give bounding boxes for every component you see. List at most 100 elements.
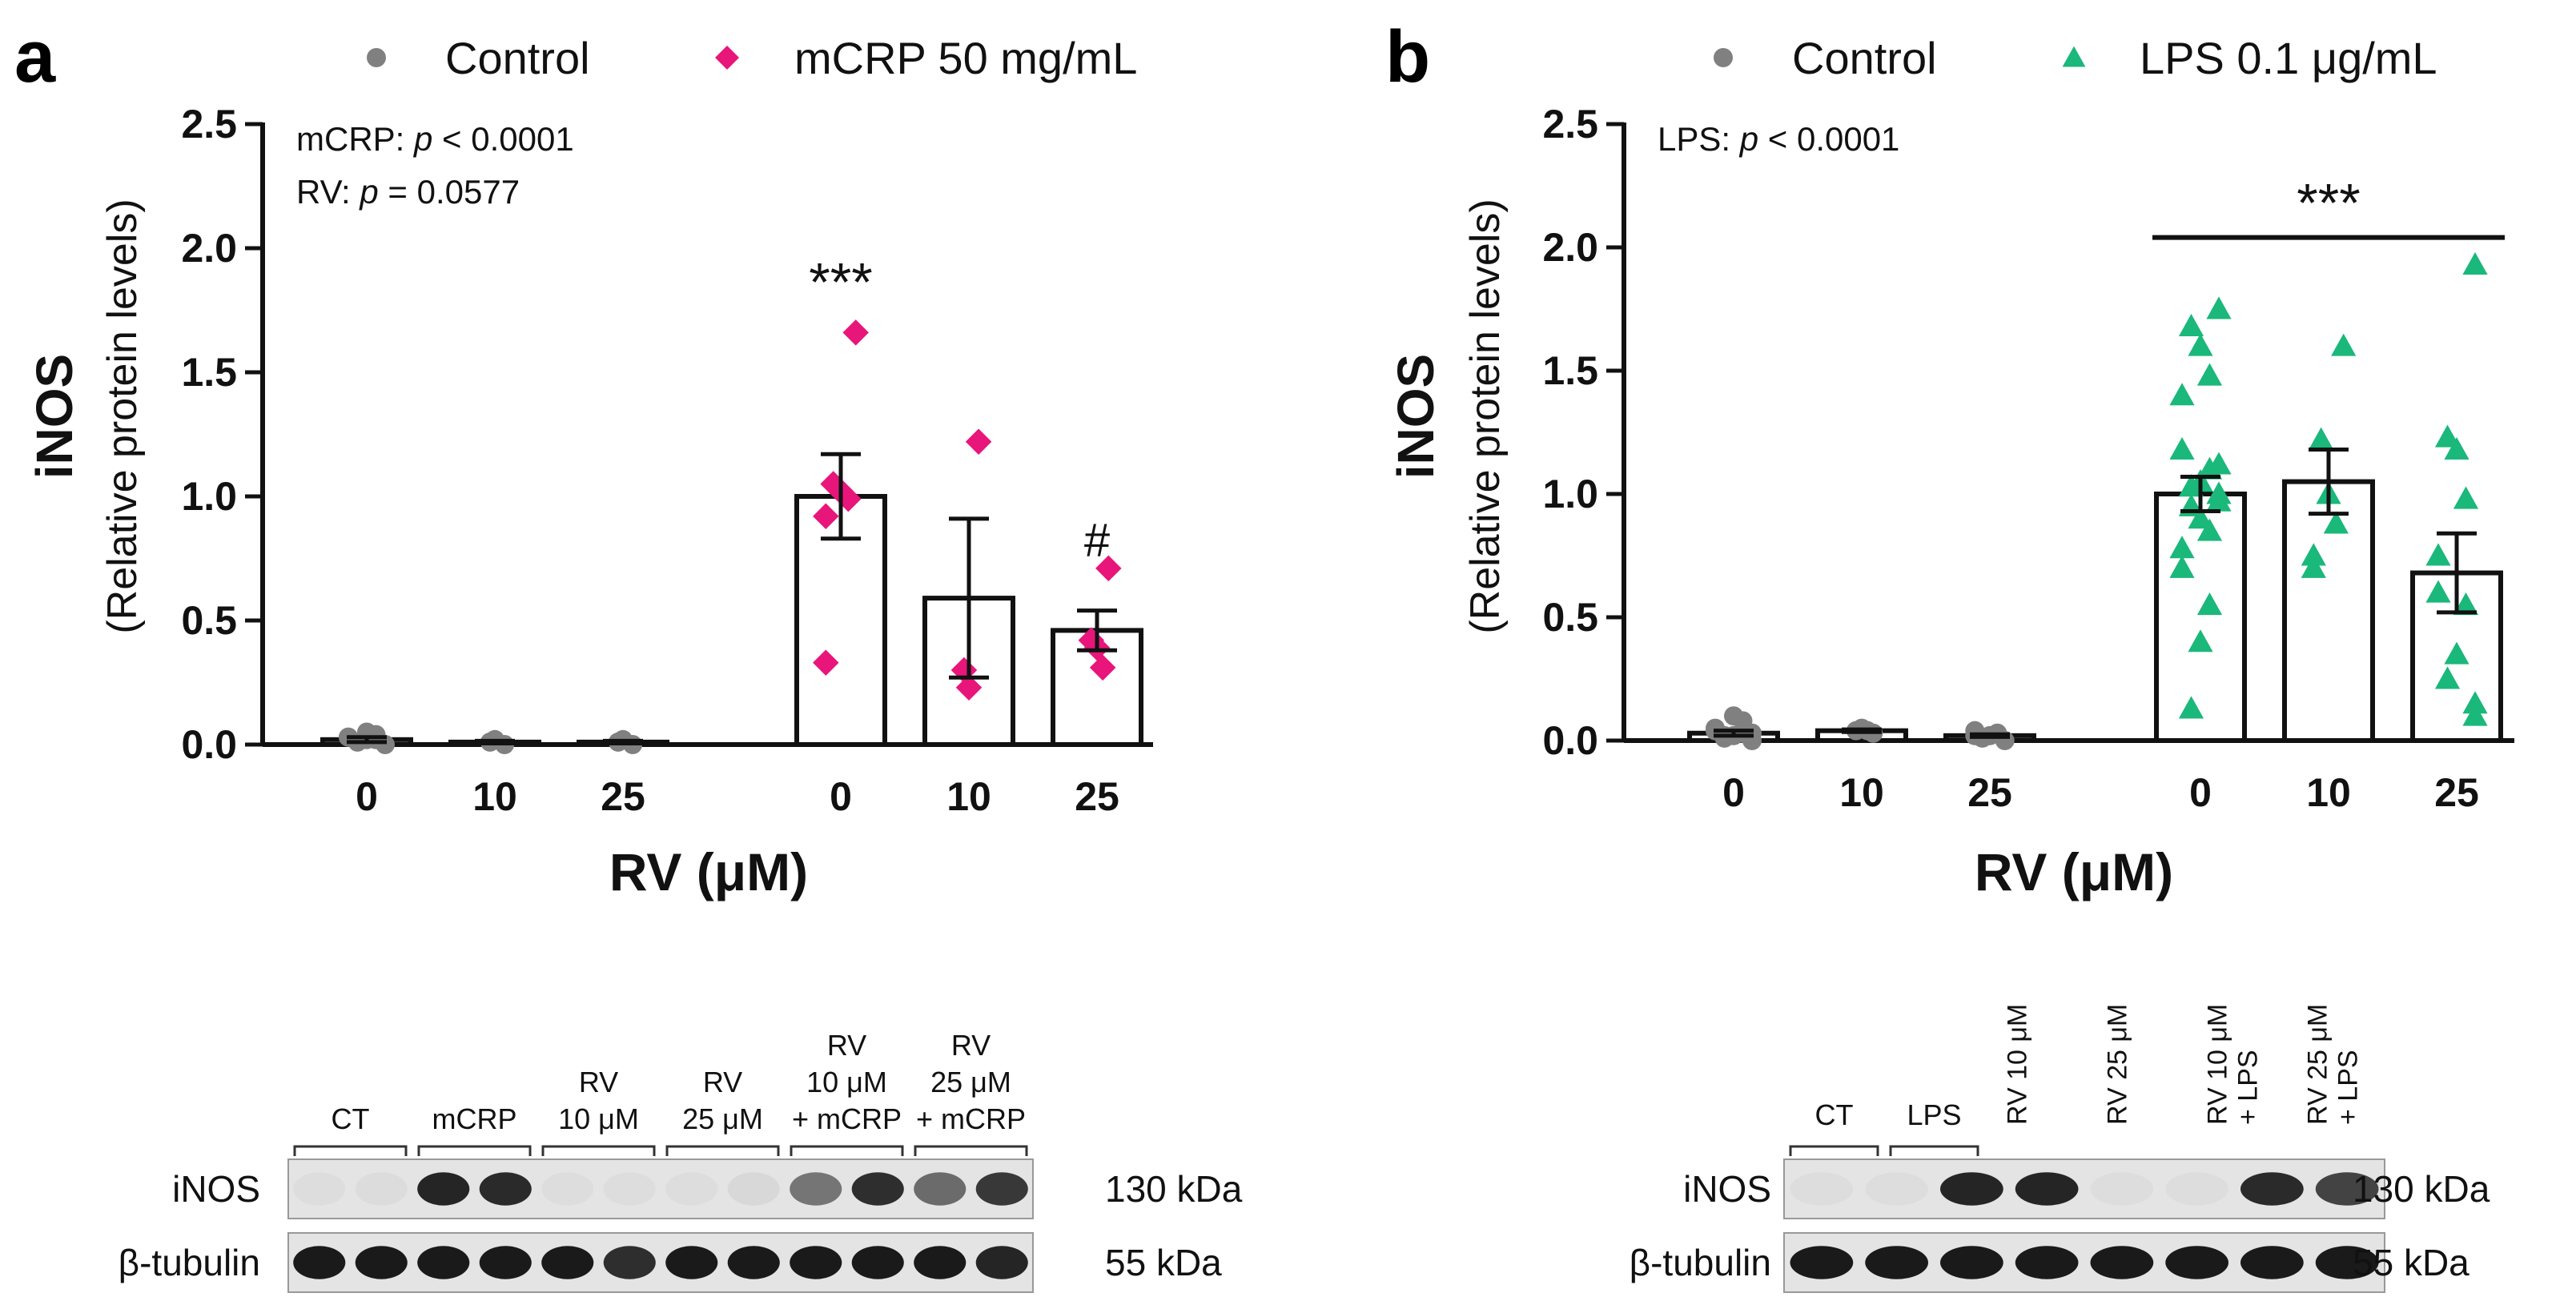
blot-row-label: iNOS [1683,1168,1771,1210]
blot-band [2315,1246,2379,1279]
lane-label: CT [1815,1098,1854,1131]
blot-band [417,1172,470,1206]
blot-band [417,1246,470,1279]
blot-row-label: β-tubulin [119,1242,260,1283]
lane-label: RV [579,1066,618,1098]
blot-band [790,1246,842,1279]
blot-band [1790,1172,1854,1205]
blot-strip [287,1158,1034,1219]
y-axis-label: iNOS [26,354,83,479]
stats-prefix: mCRP: [296,120,414,158]
lane-label: RV [827,1029,866,1062]
x-tick-label: 0 [356,774,378,819]
legend-marker [1714,48,1733,67]
x-axis-label: RV (μM) [1975,842,2173,901]
data-point [2444,436,2470,460]
data-point [2444,641,2470,665]
data-point [2196,592,2223,616]
blot-band [914,1172,967,1206]
data-point [2301,555,2326,578]
data-point [2434,666,2461,689]
x-tick-label: 25 [2434,770,2479,815]
x-tick-label: 25 [1967,770,2012,815]
data-point [2188,629,2213,652]
data-point [2425,580,2451,603]
stats-prefix: RV: [296,173,360,211]
significance-mark: # [1084,515,1110,567]
y-tick-label: 0.0 [1542,718,1598,763]
blot-kda-label: 55 kDa [2353,1242,2470,1283]
y-axis-sublabel: (Relative protein levels) [99,199,146,633]
lane-bracket [914,1145,1028,1156]
data-point [2453,486,2479,509]
significance-mark: *** [809,251,872,312]
legend-marker [367,48,386,67]
bar [2282,479,2375,743]
y-tick-label: 2.0 [1542,225,1598,270]
y-tick-label: 0.0 [181,722,237,767]
data-point [2462,703,2488,726]
bar [2154,492,2247,743]
blot-band [851,1172,904,1206]
lane-bracket [1789,1145,1879,1156]
blot-band [355,1172,408,1206]
blot-band [1790,1246,1854,1279]
western-blot-b: CT LPS RV 10 μM RV 25 μM RV 10 μM + LPS RV 25 … [1630,1004,2490,1293]
data-point [2206,488,2232,512]
data-point [1742,723,1762,743]
data-point [2169,383,2195,406]
data-point [965,428,992,456]
significance-line-label: *** [2297,173,2360,234]
stats-suffix: < 0.0001 [432,120,573,158]
blot-band [2015,1172,2079,1206]
blot-band [1940,1172,2003,1206]
y-tick-label: 0.5 [1542,595,1598,640]
y-tick-label: 2.5 [1542,102,1598,147]
legend-marker [715,46,739,70]
blot-band [2240,1172,2304,1206]
blot-band [851,1246,904,1279]
x-tick-label: 10 [946,774,991,819]
blot-band [293,1246,346,1279]
legend-label: Control [445,33,590,83]
lane-label: 25 μM [930,1066,1011,1098]
data-point [2169,536,2195,559]
stats-p: p [1738,120,1758,158]
x-tick-label: 10 [1839,770,1884,815]
legend-label: LPS 0.1 μg/mL [2140,33,2437,83]
data-point [2462,691,2488,714]
legend-label: mCRP 50 mg/mL [794,33,1137,83]
x-tick-label: 25 [601,774,645,819]
x-tick-label: 10 [2306,770,2351,815]
blot-band [355,1246,408,1279]
data-point [1095,555,1122,582]
data-point [813,649,839,676]
data-point [2323,511,2349,534]
y-tick-label: 1.0 [1542,472,1598,516]
y-tick-label: 2.5 [181,102,237,147]
lane-label: + LPS [2233,1050,2264,1125]
data-point [955,674,983,701]
blot-band [2090,1246,2154,1279]
blot-row-label: iNOS [172,1168,260,1210]
data-point [2178,313,2204,337]
legend-marker [2062,46,2086,67]
blot-kda-label: 130 kDa [1105,1168,1243,1210]
data-point [1724,706,1743,726]
lane-label: + mCRP [792,1102,902,1135]
y-axis-sublabel: (Relative protein levels) [1462,199,1509,633]
blot-band [293,1172,345,1205]
data-point [2434,424,2461,448]
blot-band [604,1172,656,1205]
lane-label: RV [703,1066,742,1098]
data-point [1089,654,1116,681]
blot-band [541,1172,593,1205]
lane-label: + mCRP [916,1102,1026,1135]
blot-kda-label: 55 kDa [1105,1242,1222,1283]
blot-band [2240,1246,2304,1279]
lane-label: 25 μM [682,1102,763,1135]
data-point [842,319,869,346]
data-point [2206,296,2232,319]
lane-label: RV [951,1029,991,1062]
blot-strip [287,1232,1034,1293]
